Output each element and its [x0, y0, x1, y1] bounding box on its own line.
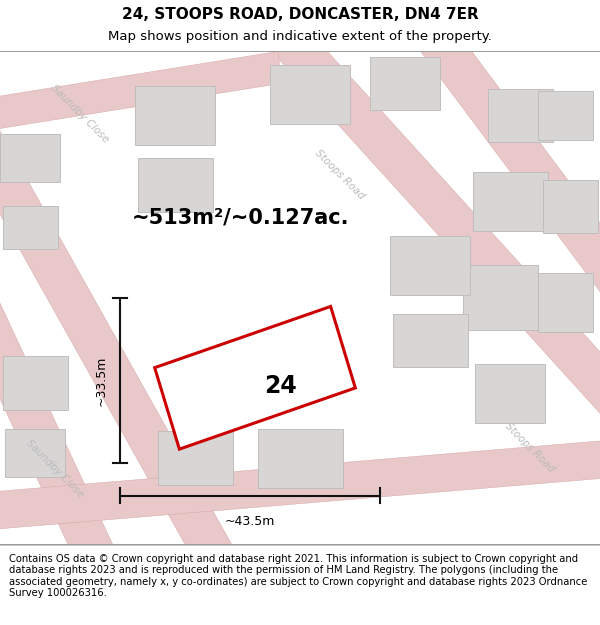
Polygon shape [475, 364, 545, 423]
Text: 24: 24 [263, 374, 296, 398]
Polygon shape [2, 206, 58, 249]
Text: Map shows position and indicative extent of the property.: Map shows position and indicative extent… [108, 31, 492, 43]
Polygon shape [0, 299, 118, 575]
Polygon shape [0, 126, 237, 576]
Text: Contains OS data © Crown copyright and database right 2021. This information is : Contains OS data © Crown copyright and d… [9, 554, 587, 598]
Text: 24, STOOPS ROAD, DONCASTER, DN4 7ER: 24, STOOPS ROAD, DONCASTER, DN4 7ER [122, 7, 478, 22]
Polygon shape [487, 89, 553, 142]
Polygon shape [542, 180, 598, 233]
Polygon shape [270, 64, 350, 124]
Polygon shape [137, 158, 212, 212]
Polygon shape [155, 306, 355, 449]
Polygon shape [135, 86, 215, 145]
Polygon shape [392, 314, 467, 367]
Polygon shape [473, 172, 548, 231]
Polygon shape [0, 134, 60, 182]
Polygon shape [390, 236, 470, 295]
Polygon shape [370, 57, 440, 110]
Polygon shape [538, 91, 593, 139]
Text: Stoops Road: Stoops Road [313, 148, 367, 201]
Polygon shape [463, 266, 538, 329]
Polygon shape [157, 431, 233, 485]
Polygon shape [0, 51, 282, 131]
Polygon shape [415, 16, 600, 471]
Polygon shape [5, 429, 65, 477]
Text: Saundby Close: Saundby Close [49, 82, 111, 144]
Text: ~513m²/~0.127ac.: ~513m²/~0.127ac. [131, 208, 349, 227]
Text: ~43.5m: ~43.5m [225, 515, 275, 528]
Polygon shape [0, 439, 600, 530]
Text: Stoops Road: Stoops Road [503, 421, 557, 474]
Polygon shape [266, 15, 600, 419]
Polygon shape [2, 356, 67, 410]
Text: Saundby Close: Saundby Close [24, 438, 86, 499]
Polygon shape [257, 429, 343, 488]
Text: ~33.5m: ~33.5m [95, 355, 108, 406]
Polygon shape [538, 273, 593, 332]
